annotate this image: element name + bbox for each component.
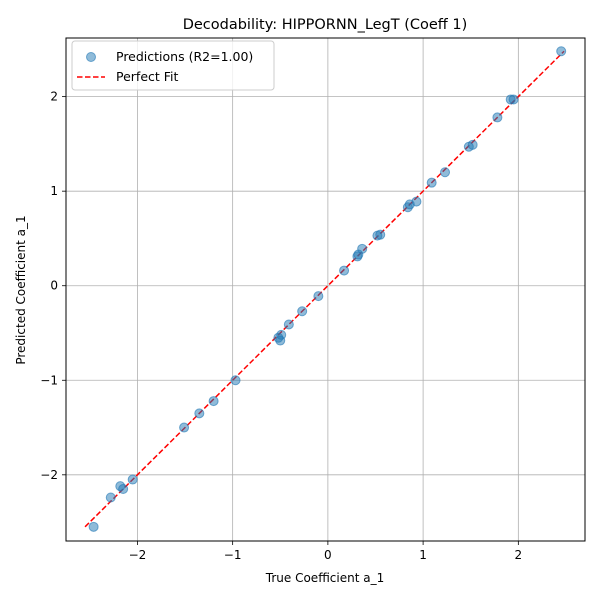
legend: Predictions (R2=1.00) Perfect Fit xyxy=(71,40,275,91)
data-point xyxy=(88,521,99,532)
data-point xyxy=(105,492,116,503)
data-point xyxy=(556,46,567,57)
grid xyxy=(66,38,585,541)
x-tick-label: 1 xyxy=(419,548,427,562)
points-layer xyxy=(88,46,567,532)
data-point xyxy=(426,177,437,188)
perfect-fit-line xyxy=(84,50,565,528)
y-tick-label: −1 xyxy=(40,373,58,387)
legend-label-perfect-fit: Perfect Fit xyxy=(116,69,179,84)
legend-marker-predictions xyxy=(86,52,96,62)
data-point xyxy=(313,291,324,302)
x-tick-label: 0 xyxy=(324,548,332,562)
data-point xyxy=(230,375,241,386)
y-tick-label: 2 xyxy=(50,90,58,104)
data-point xyxy=(283,319,294,330)
x-tick-label: −1 xyxy=(224,548,242,562)
data-point xyxy=(297,306,308,317)
x-axis-label: True Coefficient a_1 xyxy=(265,571,384,585)
data-point xyxy=(339,265,350,276)
y-tick-label: 0 xyxy=(50,279,58,293)
x-tick-label: 2 xyxy=(515,548,523,562)
y-tick-label: −2 xyxy=(40,468,58,482)
legend-box xyxy=(71,40,275,91)
data-point xyxy=(375,229,386,240)
data-point xyxy=(194,408,205,419)
data-point xyxy=(467,139,478,150)
ticks: −2 −1 0 1 2 −2 −1 0 1 2 xyxy=(40,90,522,562)
data-point xyxy=(440,167,451,178)
data-point xyxy=(357,243,368,254)
data-point xyxy=(208,396,219,407)
x-tick-label: −2 xyxy=(129,548,147,562)
data-point xyxy=(179,422,190,433)
y-tick-label: 1 xyxy=(50,184,58,198)
chart-title: Decodability: HIPPORNN_LegT (Coeff 1) xyxy=(183,17,468,33)
plot-frame xyxy=(65,37,586,542)
data-point xyxy=(508,94,519,105)
data-point xyxy=(127,474,138,485)
legend-label-predictions: Predictions (R2=1.00) xyxy=(116,49,253,64)
data-point xyxy=(118,483,129,494)
data-point xyxy=(492,112,503,123)
perfect-fit-layer xyxy=(84,50,565,528)
data-point xyxy=(411,196,422,207)
data-point xyxy=(275,335,286,346)
y-axis-label: Predicted Coefficient a_1 xyxy=(14,215,28,364)
